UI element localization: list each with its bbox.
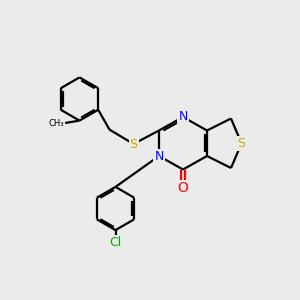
Text: O: O — [178, 181, 188, 195]
Text: S: S — [130, 137, 137, 151]
Text: N: N — [178, 110, 188, 124]
Text: CH₃: CH₃ — [48, 118, 64, 127]
Text: Cl: Cl — [110, 236, 122, 249]
Text: S: S — [238, 137, 245, 150]
Text: N: N — [154, 149, 164, 163]
